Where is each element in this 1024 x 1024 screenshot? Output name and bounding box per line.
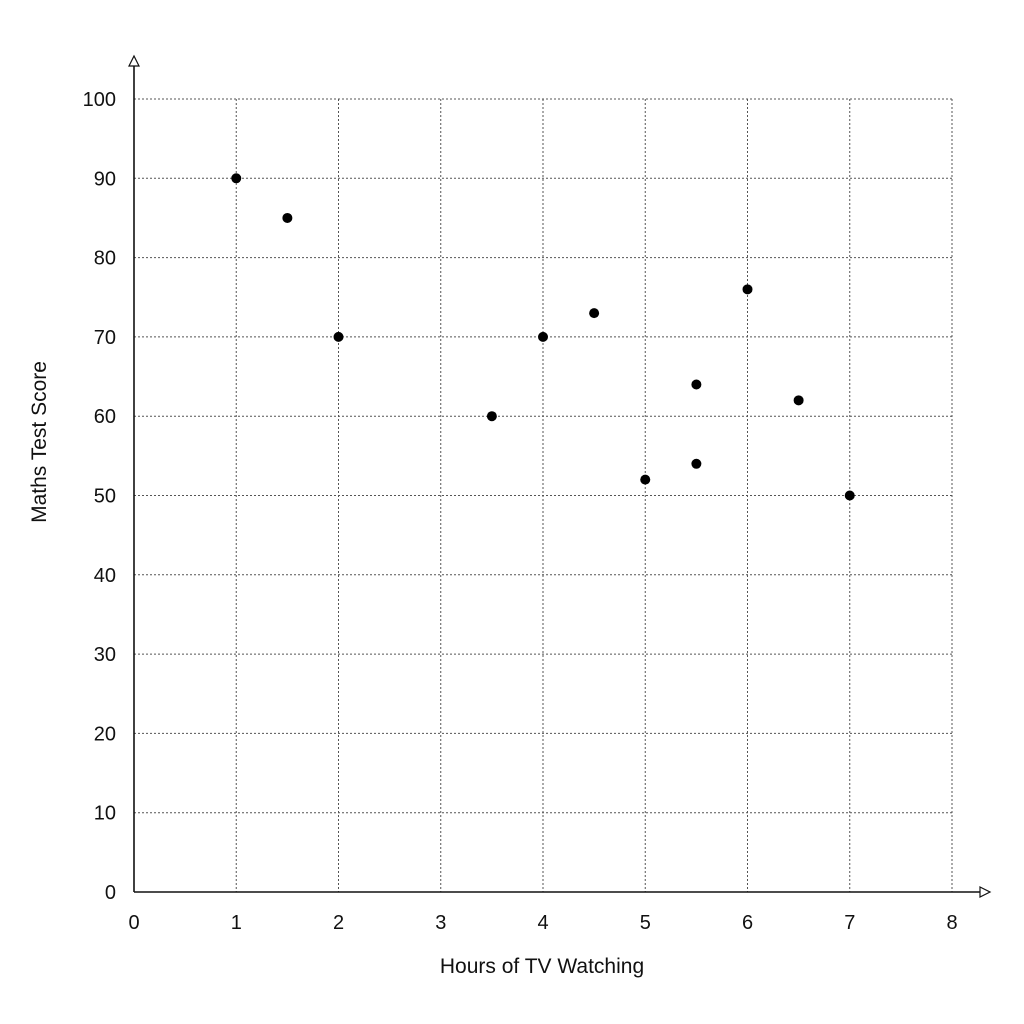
y-axis-title: Maths Test Score xyxy=(28,361,51,523)
y-tick-labels: 0 10 20 30 40 50 60 70 80 90 100 xyxy=(83,89,116,904)
y-tick-label: 100 xyxy=(83,89,116,111)
y-tick-label: 10 xyxy=(94,803,116,825)
x-tick-label: 2 xyxy=(333,912,344,934)
data-point xyxy=(231,173,242,184)
data-point xyxy=(793,395,804,406)
x-tick-label: 4 xyxy=(537,912,548,934)
y-tick-label: 80 xyxy=(94,248,116,270)
data-point xyxy=(640,474,651,485)
x-axis-arrow-icon xyxy=(979,886,992,898)
x-tick-label: 5 xyxy=(640,912,651,934)
x-tick-label: 6 xyxy=(742,912,753,934)
y-tick-label: 50 xyxy=(94,486,116,508)
x-tick-label: 1 xyxy=(231,912,242,934)
data-point xyxy=(691,379,702,390)
data-point xyxy=(742,284,753,295)
x-tick-label: 0 xyxy=(128,912,139,934)
data-point xyxy=(538,331,548,342)
data-point xyxy=(844,490,855,501)
y-tick-label: 70 xyxy=(94,327,116,349)
data-point xyxy=(589,308,600,319)
y-tick-label: 90 xyxy=(94,168,116,190)
data-point xyxy=(486,411,497,422)
data-points xyxy=(231,173,855,501)
data-point xyxy=(282,212,293,223)
y-tick-label: 40 xyxy=(94,565,116,587)
y-tick-label: 30 xyxy=(94,644,116,666)
data-point xyxy=(333,331,344,342)
x-tick-label: 8 xyxy=(946,912,957,934)
x-tick-labels: 0 1 2 3 4 5 6 7 8 xyxy=(128,912,957,934)
x-axis-title: Hours of TV Watching xyxy=(440,955,644,978)
data-point xyxy=(691,458,702,469)
grid xyxy=(134,98,953,892)
y-tick-label: 60 xyxy=(94,406,116,428)
axes xyxy=(128,54,992,898)
y-tick-label: 0 xyxy=(105,882,116,904)
y-tick-label: 20 xyxy=(94,723,116,745)
x-tick-label: 7 xyxy=(844,912,855,934)
y-axis-arrow-icon xyxy=(128,54,140,67)
x-tick-label: 3 xyxy=(435,912,446,934)
